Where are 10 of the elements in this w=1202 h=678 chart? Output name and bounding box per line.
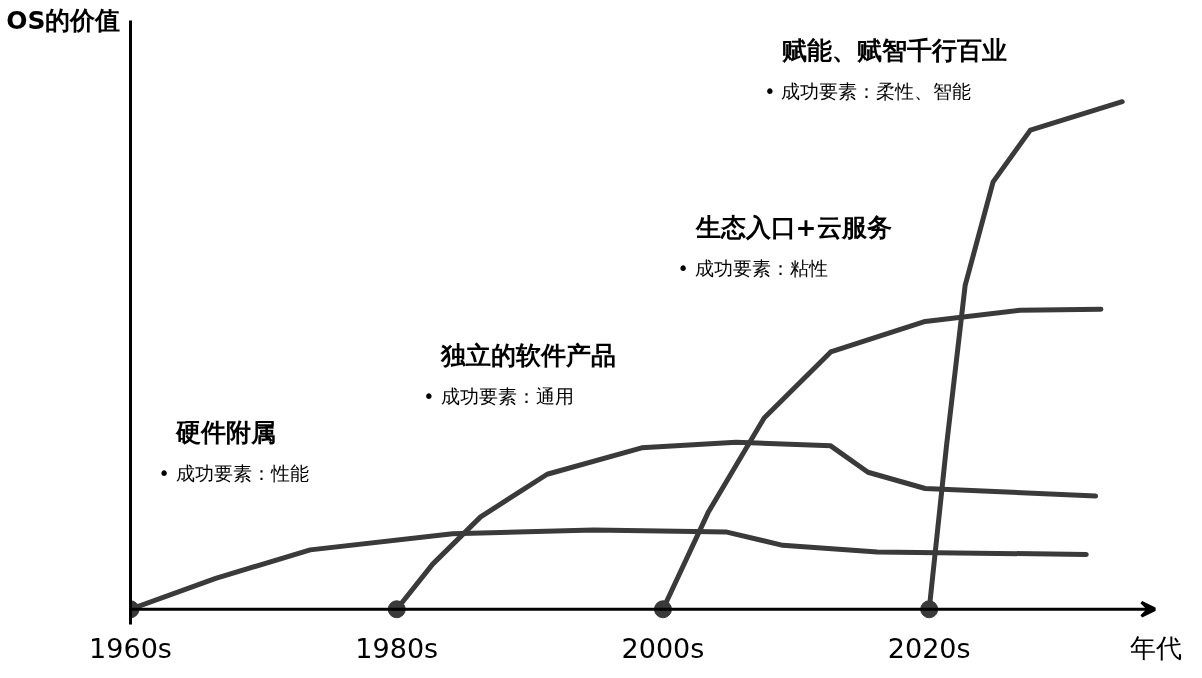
x-tick-label: 2020s	[887, 632, 971, 664]
x-tick-label: 1980s	[355, 632, 439, 664]
annotation: 独立的软件产品 • 成功要素：通用	[423, 340, 617, 407]
annotation: 硬件附属 • 成功要素：性能	[158, 418, 309, 485]
x-tick-label: 1960s	[89, 632, 172, 664]
annotation: 赋能、赋智千行百业 • 成功要素：柔性、智能	[764, 35, 1008, 102]
x-axis-title: 年代	[1129, 632, 1182, 663]
x-tick-label: 2000s	[621, 632, 705, 664]
annotation: 生态入口+云服务 • 成功要素：粘性	[677, 212, 892, 279]
y-axis-title: OS的价值	[6, 6, 121, 35]
